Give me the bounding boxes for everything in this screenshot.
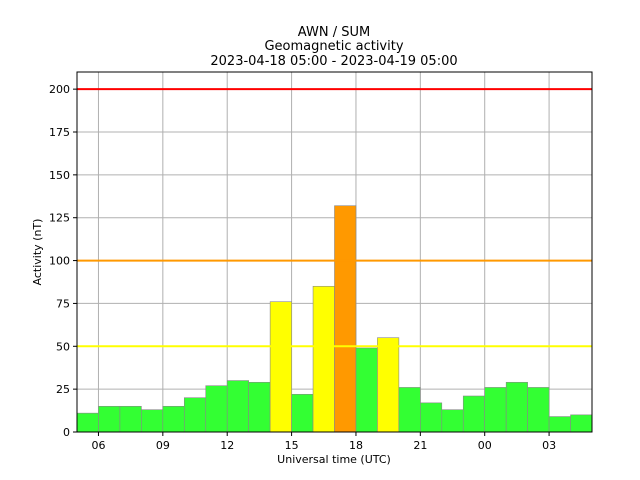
- bar-2100: [420, 402, 443, 433]
- bar-1700: [334, 205, 357, 433]
- bar-0900: [162, 405, 185, 433]
- x-tick-label: 18: [349, 439, 363, 452]
- bar-0000: [484, 387, 507, 433]
- y-tick-label: 50: [56, 340, 70, 353]
- bar-0600: [98, 405, 121, 433]
- bar-1300: [248, 381, 271, 433]
- bar-1000: [183, 397, 207, 433]
- y-tick-label: 200: [49, 83, 70, 96]
- bar-1900: [377, 337, 400, 433]
- y-tick-label: 175: [49, 126, 70, 139]
- bar-1500: [291, 393, 314, 433]
- y-tick-label: 0: [63, 426, 70, 439]
- bar-1400: [269, 301, 292, 433]
- bars: [76, 205, 593, 433]
- x-tick-label: 09: [156, 439, 170, 452]
- y-axis-label: Activity (nT): [31, 219, 44, 286]
- bar-0400: [570, 414, 593, 433]
- threshold-lines: [77, 88, 592, 348]
- plot-frame: [76, 71, 593, 433]
- y-tick-label: 100: [49, 255, 70, 268]
- y-tick-label: 75: [56, 297, 70, 310]
- x-tick-label: 21: [413, 439, 427, 452]
- x-tick-label: 12: [220, 439, 234, 452]
- bar-0200: [527, 387, 550, 433]
- x-tick-label: 03: [542, 439, 556, 452]
- bar-1600: [312, 285, 335, 433]
- y-tick-label: 125: [49, 212, 70, 225]
- bar-0100: [505, 381, 528, 433]
- x-tick-label: 06: [91, 439, 105, 452]
- x-axis-ticks: 06 09 12 15 18 21 00 03: [91, 432, 556, 452]
- x-tick-label: 00: [478, 439, 492, 452]
- chart-title-line-3: 2023-04-18 05:00 - 2023-04-19 05:00: [210, 54, 457, 69]
- bar-0500: [76, 412, 99, 433]
- y-tick-label: 150: [49, 169, 70, 182]
- bar-1200: [226, 380, 249, 433]
- x-tick-label: 15: [285, 439, 299, 452]
- x-axis-label: Universal time (UTC): [277, 453, 391, 466]
- bar-2000: [398, 387, 421, 433]
- bar-1100: [205, 385, 228, 433]
- bar-0700: [119, 405, 142, 433]
- bar-0800: [141, 409, 164, 433]
- chart-title-line-2: Geomagnetic activity: [264, 39, 403, 54]
- bar-1800: [355, 347, 378, 433]
- bar-2200: [441, 409, 464, 433]
- chart-title-line-1: AWN / SUM: [298, 25, 370, 40]
- y-axis-ticks: 0 25 50 75 100 125 150 175 200: [49, 83, 77, 439]
- y-tick-label: 25: [56, 383, 70, 396]
- bar-2300: [462, 395, 486, 433]
- bar-0300: [548, 416, 571, 433]
